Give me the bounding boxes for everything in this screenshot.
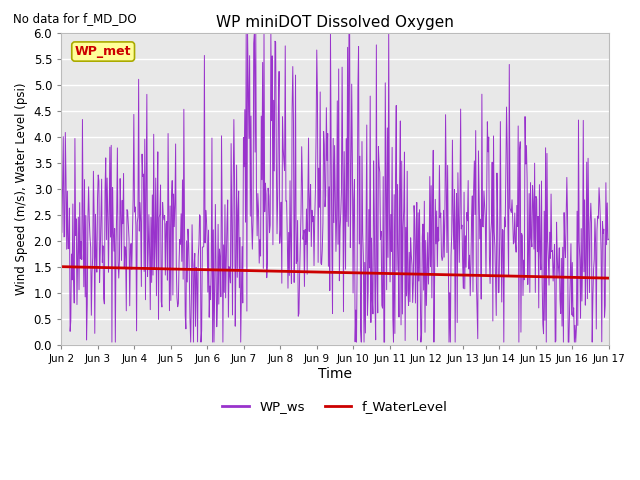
Legend: WP_ws, f_WaterLevel: WP_ws, f_WaterLevel — [217, 395, 452, 419]
Text: No data for f_MD_DO: No data for f_MD_DO — [13, 12, 136, 25]
Text: WP_met: WP_met — [75, 45, 131, 58]
Title: WP miniDOT Dissolved Oxygen: WP miniDOT Dissolved Oxygen — [216, 15, 454, 30]
X-axis label: Time: Time — [318, 367, 352, 381]
Y-axis label: Wind Speed (m/s), Water Level (psi): Wind Speed (m/s), Water Level (psi) — [15, 83, 28, 295]
